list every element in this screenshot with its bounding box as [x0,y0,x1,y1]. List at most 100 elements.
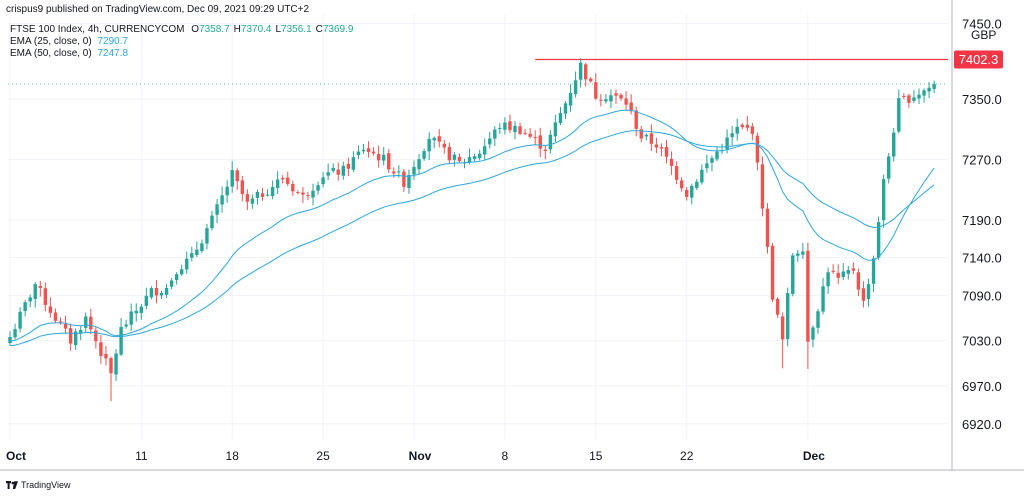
candle-body [669,158,674,166]
candle [548,130,553,154]
candle-body [447,146,452,161]
candle-body [654,144,659,148]
candle [129,303,133,331]
candle-body [215,204,219,215]
candle [513,120,517,140]
candle-body [750,126,755,134]
candle [437,129,441,148]
candle-body [316,185,320,191]
ohlc-value-c: 7369.9 [322,24,354,35]
candle-body [508,121,512,131]
candle [417,154,421,175]
candle-body [755,135,760,163]
candle-body [745,124,749,128]
resistance-price-tag[interactable] [954,50,1003,69]
legend-ema50[interactable]: EMA (50, close, 0) 7247.8 [10,48,128,60]
candle [558,106,563,126]
candle-body [220,195,224,205]
candle-body [452,154,457,160]
candle [8,331,12,346]
resistance-price-label: 7402.3 [959,52,999,67]
ema25-label: EMA (25, close, 0) [10,36,92,47]
candle [811,325,815,348]
y-tick-label: 6920.0 [962,417,1002,432]
candle [89,308,93,335]
candle [629,94,633,115]
candle [220,186,224,213]
legend-ema25[interactable]: EMA (25, close, 0) 7290.7 [10,36,128,48]
ohlc-value-o: 7358.7 [199,24,230,35]
currency-label: GBP [971,28,997,42]
candle [594,73,598,101]
candle-body [23,302,27,312]
candle-body [871,258,876,284]
legend-main[interactable]: FTSE 100 Index, 4h, CURRENCYCOM O7358.7 H… [10,24,353,36]
candle-body [174,274,179,280]
candle-body [33,284,37,299]
candle-body [407,175,411,188]
resistance-level[interactable] [8,58,948,85]
candle [821,277,825,315]
candle [270,180,275,200]
x-tick-label: 11 [135,449,148,463]
candle-body [104,353,108,359]
candle-body [710,158,714,163]
candle [907,93,911,108]
candle [826,267,830,294]
candle [887,153,891,184]
candle-body [801,251,805,255]
candle-body [775,298,780,315]
candle-body [523,132,527,134]
candle-body [124,324,128,327]
candle-body [457,156,462,162]
candle-body [371,151,376,154]
candle-body [887,156,891,179]
candle [770,243,775,303]
candle-body [392,171,396,174]
candle-body [437,136,441,142]
candle [382,146,386,166]
candle-body [619,94,623,99]
candle-body [917,94,921,99]
candle [760,156,765,217]
candle [599,94,603,107]
candle [589,77,593,83]
candle-body [584,64,588,80]
candle-body [296,192,300,194]
candle [649,124,654,152]
candle-body [109,358,113,374]
candle [644,133,648,141]
candle [710,155,714,172]
candle-body [477,153,482,159]
candle [114,349,118,382]
candle [427,132,431,161]
candle-body [255,191,260,198]
candle-body [715,151,719,160]
candle-body [659,147,664,149]
candle-body [866,284,871,300]
candle-body [43,288,48,305]
candle-body [740,124,744,128]
candle [225,179,229,203]
candle [255,189,260,205]
candle-body [230,170,234,187]
candle-body [326,172,330,176]
candle [124,319,128,329]
y-tick-label: 7030.0 [962,334,1002,349]
published-caption: crispus9 published on TradingView.com, D… [6,4,310,15]
candle [99,335,103,364]
candle-body [907,95,911,103]
candle [341,161,345,180]
candle-body [649,133,654,144]
candle [871,255,876,292]
candle [180,264,184,276]
candle [68,323,73,351]
candle [892,128,896,162]
candle [669,151,674,175]
candle-body [346,163,351,169]
candle-body [397,171,401,173]
ohlc-key-o: O [191,24,200,35]
candle-body [796,253,800,256]
candle-body [725,137,729,150]
